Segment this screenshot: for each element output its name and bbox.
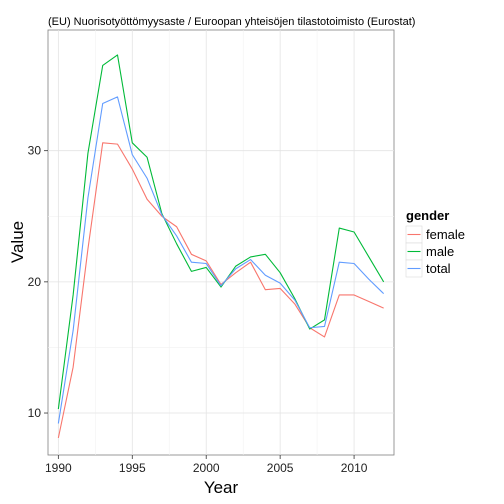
series-line-male — [57, 54, 385, 410]
series-lines — [57, 54, 385, 439]
series-line-total — [57, 96, 385, 424]
y-tick-label: 10 — [28, 406, 42, 420]
x-axis-title: Year — [204, 478, 239, 497]
chart-title: (EU) Nuorisotyöttömyysaste / Euroopan yh… — [48, 16, 415, 28]
y-axis: 10 20 30 — [28, 144, 48, 420]
x-axis: 1990 1995 2000 2005 2010 — [45, 455, 368, 475]
x-tick-label: 1995 — [119, 461, 146, 475]
x-tick-label: 2000 — [193, 461, 220, 475]
grid-lines — [48, 30, 394, 455]
legend-title: gender — [406, 208, 449, 223]
y-tick-label: 20 — [28, 275, 42, 289]
legend-label-female: female — [426, 227, 465, 242]
x-tick-label: 2005 — [267, 461, 294, 475]
y-axis-title: Value — [8, 221, 27, 263]
x-tick-label: 1990 — [45, 461, 72, 475]
plot-panel — [47, 29, 395, 456]
series-line-female — [57, 142, 384, 439]
legend: gender female male total — [405, 208, 465, 278]
y-tick-label: 30 — [28, 144, 42, 158]
x-tick-label: 2010 — [341, 461, 368, 475]
legend-label-male: male — [426, 244, 454, 259]
legend-label-total: total — [426, 261, 451, 276]
